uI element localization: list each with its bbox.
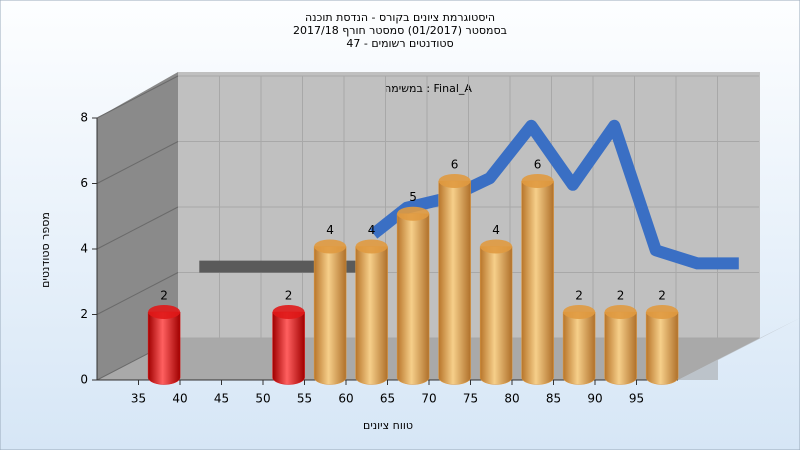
- bar: [562, 311, 596, 385]
- value-label: 2: [575, 288, 583, 302]
- x-tick-label: 65: [380, 392, 395, 406]
- bar: [355, 246, 388, 385]
- annotation: Final_A : במשימה: [384, 82, 472, 95]
- value-label: 4: [492, 223, 500, 237]
- value-label: 2: [160, 288, 168, 302]
- bar-top: [563, 304, 596, 319]
- bar-top: [438, 173, 471, 188]
- x-tick-label: 70: [421, 392, 436, 406]
- x-tick-label: 80: [504, 392, 519, 406]
- y-tick-label: 6: [80, 176, 88, 190]
- x-tick-label: 85: [546, 392, 561, 406]
- curve: [369, 119, 739, 270]
- value-label: 4: [368, 223, 376, 237]
- title-line: בסמסטר (01/2017) סמסטר חורף 2017/18: [293, 24, 507, 37]
- x-tick-label: 60: [338, 392, 353, 406]
- title-line: היסטוגרמת ציונים בקורס - הנדסת תוכנה: [305, 11, 495, 24]
- title-line: סטודנטים רשומים - 47: [346, 37, 453, 50]
- x-tick-label: 95: [629, 392, 644, 406]
- bar: [521, 180, 554, 385]
- x-tick-label: 35: [131, 392, 146, 406]
- value-label: 2: [285, 288, 293, 302]
- y-axis-label: מספר סטודנטים: [39, 212, 52, 288]
- bar-top: [480, 239, 513, 254]
- grid-line: [96, 75, 179, 119]
- bar: [147, 311, 181, 385]
- bar: [272, 311, 305, 385]
- bar-top: [521, 173, 554, 188]
- bar-top: [148, 304, 181, 319]
- y-tick-label: 8: [80, 111, 88, 125]
- value-label: 6: [534, 157, 542, 171]
- x-tick-label: 75: [463, 392, 478, 406]
- value-label: 4: [326, 223, 334, 237]
- value-label: 6: [451, 157, 459, 171]
- bar-top: [314, 239, 347, 254]
- x-tick-label: 55: [297, 392, 312, 406]
- y-tick-label: 2: [80, 307, 88, 321]
- x-tick-label: 50: [255, 392, 270, 406]
- grid-line: [96, 272, 179, 315]
- bar-top: [355, 239, 388, 254]
- bar: [479, 246, 513, 385]
- x-tick-label: 40: [172, 392, 187, 406]
- bar-top: [604, 304, 637, 319]
- grid-line: [96, 141, 179, 184]
- bar: [313, 246, 347, 385]
- x-axis-label: טווח ציונים: [363, 419, 413, 432]
- grid-line: [96, 206, 179, 250]
- x-tick-label: 45: [214, 392, 229, 406]
- bar: [645, 311, 679, 385]
- bar-top: [397, 206, 430, 221]
- bar-top: [646, 304, 679, 319]
- left-wall: [97, 72, 178, 380]
- y-tick-label: 0: [80, 373, 88, 387]
- bar: [438, 180, 471, 385]
- floor-edge: [678, 318, 800, 380]
- value-label: 2: [658, 288, 666, 302]
- value-label: 5: [409, 190, 417, 204]
- x-tick-label: 90: [587, 392, 602, 406]
- y-tick-label: 4: [80, 242, 88, 256]
- bar: [396, 213, 430, 385]
- bar: [604, 311, 637, 385]
- value-label: 2: [617, 288, 625, 302]
- bar-top: [272, 304, 305, 319]
